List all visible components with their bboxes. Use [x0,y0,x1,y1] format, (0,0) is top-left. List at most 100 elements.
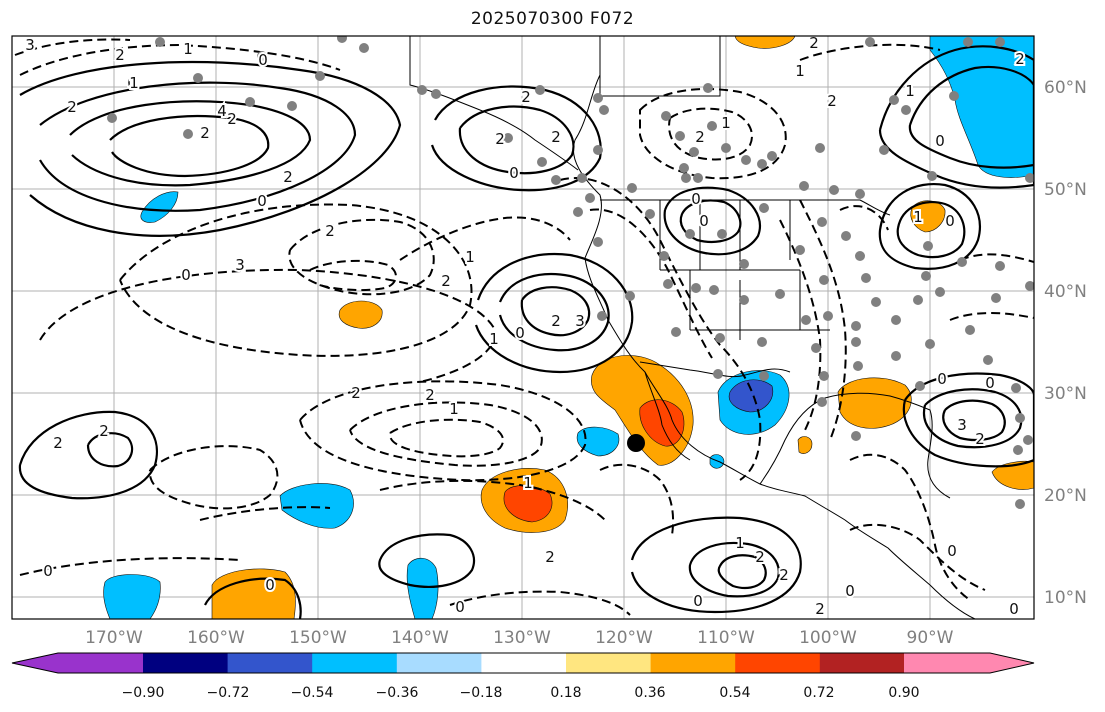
colorbar-tick: 0.54 [719,685,750,701]
dashed-caribbean [849,523,986,591]
map-border [11,35,1035,620]
colorbar-box [312,653,398,673]
contour-label: 2 [227,110,237,128]
lat-label: 40°N [1044,282,1087,302]
dashed-south-pacific [449,590,631,616]
colorbar-extend-left [12,653,143,673]
dashed-pacific-low-1 [119,203,473,357]
contour-label: 2 [815,600,825,618]
shade-orange-small [797,436,813,454]
colorbar-tick: 0.36 [634,685,665,701]
colorbar-tick: 0.18 [550,685,581,701]
contour-label: 2 [755,548,765,566]
contour-label: 0 [947,542,957,560]
contour-label: 0 [985,374,995,392]
contour-label: 2 [351,384,361,402]
dashed-pacific-low-4 [39,268,497,383]
colorbar-box [481,653,567,673]
contour-label: 0 [515,324,525,342]
colorbar-box [566,653,652,673]
lon-label: 110°W [697,628,755,648]
shade-blue-aleutian [140,191,179,223]
contour-northeast-high-2 [908,65,1034,169]
colorbar [11,652,1035,674]
coastlines-borders [409,36,976,619]
contour-pacific-high-3 [520,286,591,337]
contour-label: 2 [115,46,125,64]
contour-label: 0 [845,582,855,600]
lon-label: 100°W [799,628,857,648]
contour-label: 1 [489,330,499,348]
shade-orange-gulf [837,377,912,429]
contour-label: 3 [25,36,35,54]
contour-rockies-high [663,186,761,256]
dashed-mexico-west [599,463,675,536]
contour-label: 1 [913,208,923,226]
contour-bering-high-3 [69,100,312,187]
dashed-east-coast [959,253,1034,263]
lon-label: 160°W [187,628,245,648]
contour-label: 0 [691,190,701,208]
contour-label: 0 [1009,600,1019,618]
lat-label: 60°N [1044,78,1087,98]
contour-label: 1 [721,114,731,132]
colorbar-tick: 0.72 [803,685,834,701]
colorbar-tick: −0.36 [376,685,419,701]
dashed-pacific-low-5 [299,380,587,482]
colorbar-extend-right [904,653,1034,673]
colorbar-box [650,653,736,673]
contour-label: 0 [257,192,267,210]
dashed-north-pacific-2 [14,38,131,56]
contour-great-lakes-high-2 [896,200,966,259]
contour-label: 0 [455,598,465,616]
contour-label: 2 [67,98,77,116]
contour-label: 2 [441,272,451,290]
contour-label: 2 [551,312,561,330]
contour-pacific-high-2 [498,272,610,352]
contour-label: 0 [699,212,709,230]
contour-label: 2 [200,124,210,142]
colorbar-box [143,653,229,673]
border-canada-us [600,199,891,216]
contour-label: 2 [1015,50,1025,68]
shade-darkblue-mexico [728,379,774,413]
longitude-labels: 170°W 160°W 150°W 140°W 130°W 120°W 110°… [85,628,954,648]
contour-central-america-high-2 [688,541,780,598]
shade-blue-northeast [929,36,1034,178]
contour-central-america-high [630,516,802,614]
contour-label: 2 [283,168,293,186]
shade-orange-southwest [211,568,296,619]
contour-label: 0 [509,164,519,182]
contour-label: 0 [258,51,268,69]
contour-label: 4 [217,102,227,120]
contour-label: 0 [937,370,947,388]
colorbar-tick: 0.90 [888,685,919,701]
contour-label: 1 [183,40,193,58]
contour-label: 2 [99,422,109,440]
contour-label: 0 [935,132,945,150]
dashed-east-coast-2 [949,312,1034,321]
coastline-gulf [759,392,951,499]
border-us-mexico [639,361,791,378]
colorbar-tick: −0.72 [207,685,250,701]
colorbar-tick-labels: −0.90 −0.72 −0.54 −0.36 −0.18 0.18 0.36 … [122,685,920,701]
contour-label: 2 [779,566,789,584]
colorbar-box [735,653,821,673]
contour-bering-high-outer [19,60,402,237]
contour-gulf-alaska-high [430,85,602,192]
contour-label: 2 [551,128,561,146]
lon-label: 150°W [289,628,347,648]
shade-blue-hawaii [279,483,354,529]
station-dots [107,36,1034,509]
dashed-canada-low-2 [668,107,753,161]
dashed-pacific-low-7 [388,418,505,458]
lon-label: 90°W [907,628,954,648]
dashed-pacific-low-2 [288,218,435,296]
coastline-north-america [573,36,976,619]
dashed-midwest [839,205,889,231]
colorbar-tick: −0.90 [122,685,165,701]
colorbar-box [819,653,905,673]
dashed-central-pacific-2 [199,506,331,521]
dashed-subtropical-2 [19,557,241,576]
